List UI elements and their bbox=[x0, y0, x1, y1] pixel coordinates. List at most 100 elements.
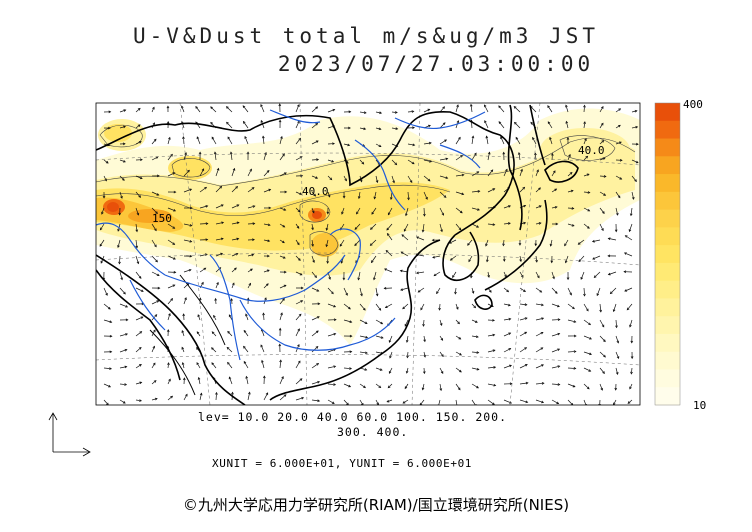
color-scale-swatch bbox=[655, 351, 680, 370]
wind-vector bbox=[279, 376, 284, 385]
wind-vector-head bbox=[296, 226, 300, 229]
wind-vector-head bbox=[316, 158, 320, 162]
wind-vector-head bbox=[227, 361, 230, 365]
wind-vector-head bbox=[428, 141, 432, 145]
wind-vector-head bbox=[333, 318, 337, 322]
wind-vector-head bbox=[523, 204, 527, 208]
china-coast bbox=[269, 239, 441, 401]
wind-vector bbox=[455, 335, 461, 340]
wind-vector-head bbox=[260, 103, 263, 107]
wind-vector bbox=[167, 284, 175, 289]
wind-vector bbox=[452, 271, 457, 278]
wind-vector-head bbox=[213, 151, 217, 155]
wind-vector-head bbox=[299, 192, 303, 195]
wind-vector-head bbox=[283, 284, 287, 288]
wind-vector-head bbox=[507, 303, 511, 307]
wind-vector-head bbox=[557, 318, 561, 322]
wind-vector bbox=[498, 121, 505, 129]
wind-vector bbox=[438, 399, 441, 405]
wind-vector-head bbox=[284, 190, 288, 194]
wind-vector bbox=[515, 137, 521, 145]
wind-vector-head bbox=[282, 256, 286, 259]
wind-vector bbox=[615, 108, 621, 113]
wind-vector bbox=[599, 367, 605, 374]
wind-vector bbox=[583, 138, 587, 145]
wind-vector bbox=[583, 399, 587, 405]
wind-vector bbox=[260, 104, 265, 113]
wind-vector-head bbox=[281, 376, 284, 379]
wind-vector bbox=[471, 190, 480, 193]
wind-vector-head bbox=[138, 276, 142, 279]
wind-vector-head bbox=[349, 334, 353, 338]
wind-vector-head bbox=[601, 106, 604, 109]
wind-vector-head bbox=[215, 391, 218, 395]
wind-vector-head bbox=[399, 269, 403, 273]
wind-vector bbox=[327, 399, 335, 404]
wind-vector-head bbox=[315, 330, 319, 334]
wind-vector bbox=[631, 159, 639, 164]
wind-vector bbox=[487, 399, 495, 405]
wind-vector-head bbox=[552, 170, 556, 174]
wind-vector-head bbox=[505, 168, 508, 172]
wind-vector bbox=[615, 319, 617, 328]
wind-vector-head bbox=[439, 388, 443, 392]
wind-vector bbox=[199, 393, 202, 401]
wind-vector bbox=[167, 298, 173, 305]
wind-vector-head bbox=[345, 292, 348, 296]
map-title: U-V&Dust total m/s&ug/m3 JST bbox=[132, 24, 599, 48]
wind-vector bbox=[151, 362, 156, 369]
wind-vector bbox=[181, 105, 185, 113]
wind-vector-head bbox=[189, 254, 193, 258]
wind-vector-head bbox=[617, 195, 621, 199]
wind-vector bbox=[359, 303, 366, 311]
china-border-north bbox=[96, 110, 515, 236]
rivers bbox=[96, 109, 486, 361]
wind-vector bbox=[167, 255, 176, 260]
wind-vector-head bbox=[443, 195, 447, 198]
wind-vector bbox=[402, 399, 409, 404]
wind-vector-head bbox=[557, 348, 561, 352]
color-scale-swatch bbox=[655, 333, 680, 353]
wind-vector-head bbox=[109, 320, 113, 324]
wind-vector bbox=[195, 106, 201, 113]
color-scale-swatch bbox=[655, 369, 680, 388]
wind-vector-head bbox=[586, 173, 590, 177]
wind-vector-head bbox=[436, 291, 439, 295]
wind-vector-head bbox=[383, 286, 387, 290]
wind-vector-head bbox=[439, 323, 443, 326]
wind-vector bbox=[228, 314, 233, 321]
wind-vector-head bbox=[227, 330, 230, 334]
wind-vector bbox=[135, 364, 142, 369]
wind-vector bbox=[519, 382, 528, 385]
wind-vector-head bbox=[554, 188, 558, 192]
wind-vector-head bbox=[513, 106, 517, 109]
wind-vector-head bbox=[422, 371, 426, 375]
color-scale-swatch bbox=[655, 316, 680, 335]
wind-vector-head bbox=[220, 237, 224, 241]
wind-vector-head bbox=[117, 228, 120, 232]
wind-vector-head bbox=[485, 135, 489, 139]
wind-vector-head bbox=[326, 260, 330, 264]
wind-vector-head bbox=[315, 106, 319, 110]
wind-vector bbox=[151, 255, 158, 263]
wind-vector-head bbox=[154, 228, 157, 232]
wind-vector bbox=[199, 205, 208, 209]
wind-vector bbox=[339, 239, 345, 247]
wind-vector bbox=[486, 255, 489, 262]
wind-vector-head bbox=[403, 228, 407, 232]
wind-vector bbox=[487, 169, 494, 177]
wind-vector bbox=[327, 333, 336, 337]
wind-vector bbox=[213, 315, 217, 321]
wind-vector bbox=[311, 255, 315, 263]
wind-vector-head bbox=[282, 240, 285, 244]
wind-vector-head bbox=[614, 387, 618, 391]
wind-vector-head bbox=[585, 155, 589, 159]
wind-vector bbox=[567, 303, 575, 310]
wind-vector bbox=[327, 175, 332, 180]
wind-vector bbox=[385, 250, 393, 257]
wind-vector-head bbox=[173, 270, 177, 274]
wind-vector-head bbox=[181, 330, 185, 333]
wind-vector-head bbox=[172, 172, 176, 175]
wind-vector-head bbox=[400, 288, 404, 291]
wind-vector bbox=[567, 207, 574, 209]
